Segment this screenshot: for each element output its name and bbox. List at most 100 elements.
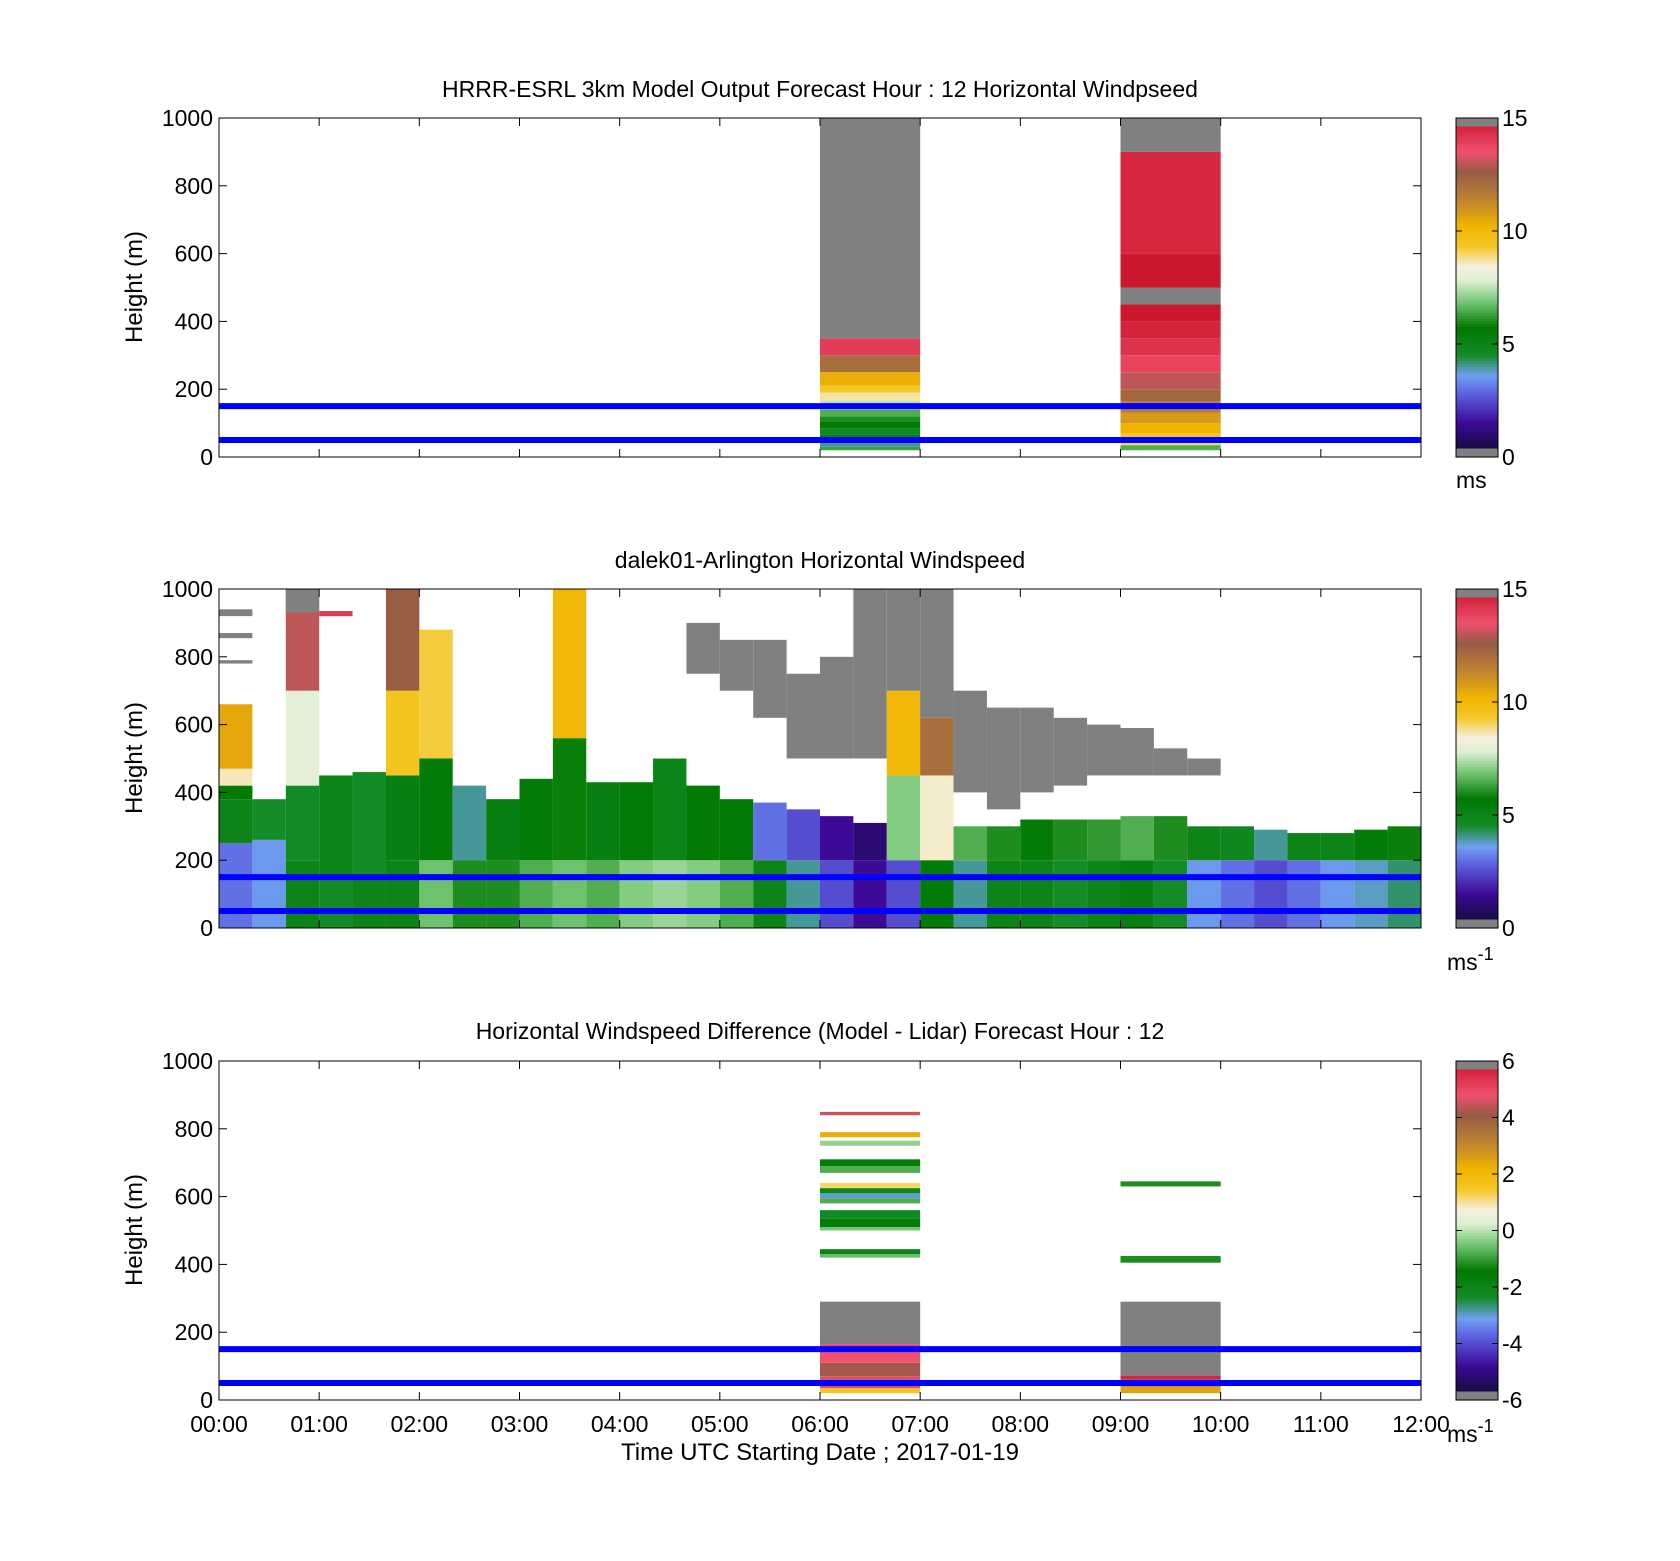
colorbar-swatch (1456, 668, 1498, 672)
heatmap-cell (1020, 819, 1054, 861)
colorbar-swatch (1456, 769, 1498, 774)
colorbar-swatch (1456, 792, 1498, 796)
heatmap-cell (285, 860, 320, 928)
heatmap-cell (1120, 1386, 1221, 1394)
colorbar-swatch (1456, 372, 1498, 376)
heatmap-cell (486, 799, 520, 861)
colorbar-swatch (1456, 639, 1498, 644)
y-tick-label: 600 (175, 241, 213, 267)
heatmap-cell (1220, 826, 1255, 861)
colorbar-swatch (1456, 1326, 1498, 1330)
heatmap-cell (285, 785, 320, 861)
heatmap-cell (1020, 860, 1054, 928)
colorbar-swatch (1456, 837, 1498, 842)
heatmap-cell (219, 799, 253, 844)
colorbar-swatch (1456, 1151, 1498, 1155)
heatmap-cell (653, 758, 687, 861)
heatmap-cell (319, 611, 353, 617)
heatmap-cell (920, 717, 954, 776)
colorbar-tick-label: 0 (1502, 1218, 1515, 1244)
colorbar-swatch (1456, 239, 1498, 243)
colorbar-swatch (1456, 312, 1498, 317)
colorbar-swatch (1456, 247, 1498, 252)
heatmap-cell (1120, 321, 1221, 339)
colorbar-swatch (1456, 1185, 1498, 1189)
heatmap-cell (219, 768, 253, 786)
colorbar-swatch (1456, 397, 1498, 402)
colorbar-swatch (1456, 1298, 1498, 1302)
heatmap-cell (219, 785, 253, 800)
colorbar-swatch (1456, 228, 1498, 232)
x-ticks (218, 118, 1422, 457)
colorbar-swatch (1456, 1380, 1498, 1384)
heatmap-cell (319, 877, 353, 928)
heatmap-cell (820, 372, 921, 386)
colorbar-swatch (1456, 442, 1498, 447)
colorbar-swatch (1456, 589, 1498, 593)
colorbar-swatch (1456, 1385, 1498, 1390)
colorbar-swatch (1456, 591, 1498, 596)
colorbar-swatch (1456, 440, 1498, 444)
heatmap-cell (252, 839, 286, 928)
colorbar-swatch (1456, 817, 1498, 822)
colorbar-swatch (1456, 676, 1498, 680)
colorbar-swatch (1456, 168, 1498, 173)
colorbar-swatch (1456, 185, 1498, 190)
colorbar-swatch (1456, 848, 1498, 853)
heatmap-cell (820, 1132, 921, 1138)
colorbar-swatch (1456, 437, 1498, 441)
heatmap-cell (820, 385, 921, 393)
colorbar: 15 10 5 0 (1455, 105, 1528, 470)
colorbar-swatch (1456, 1061, 1498, 1065)
colorbar-swatch (1456, 673, 1498, 678)
heatmap-cell (1153, 860, 1188, 928)
colorbar-swatch (1456, 1227, 1498, 1232)
heatmap-cell (820, 860, 854, 928)
y-tick-label: 800 (175, 1116, 213, 1142)
no-data-cell (1020, 707, 1054, 793)
colorbar-swatch (1456, 1196, 1498, 1201)
heatmap-cell (619, 782, 654, 861)
colorbar-swatch (1456, 1278, 1498, 1282)
colorbar-swatch (1456, 1094, 1498, 1099)
colorbar-swatch (1456, 431, 1498, 435)
colorbar-swatch (1456, 781, 1498, 785)
colorbar-swatch (1456, 750, 1498, 754)
chart-title: Horizontal Windspeed Difference (Model -… (476, 1018, 1165, 1044)
colorbar-swatch (1456, 1109, 1498, 1113)
heatmap-cell (820, 1249, 921, 1255)
colorbar-swatch (1456, 1368, 1498, 1373)
colorbar-swatch (1456, 727, 1498, 731)
heatmap-cell (886, 860, 921, 928)
heatmap-cell (1120, 253, 1221, 288)
heatmap-cell (686, 860, 720, 928)
colorbar-swatch (1456, 293, 1498, 297)
colorbar-swatch (1456, 605, 1498, 610)
colorbar-swatch (1456, 425, 1498, 430)
colorbar-swatch (1456, 1360, 1498, 1364)
colorbar-swatch (1456, 911, 1498, 915)
x-tick-label: 01:00 (290, 1411, 348, 1437)
colorbar-swatch (1456, 662, 1498, 666)
colorbar-swatch (1456, 1323, 1498, 1328)
colorbar-swatch (1456, 233, 1498, 238)
colorbar-swatch (1456, 600, 1498, 604)
heatmap-cell (552, 738, 587, 861)
panel-lidar: dalek01-Arlington Horizontal Windspeed H… (121, 547, 1528, 975)
colorbar-swatch (1456, 1148, 1498, 1152)
heatmap-cell (1053, 860, 1088, 928)
y-tick-label: 800 (175, 644, 213, 670)
colorbar-swatch (1456, 687, 1498, 692)
heatmap-cell (719, 860, 754, 928)
heatmap-cell (1320, 860, 1355, 928)
colorbar-swatch (1456, 194, 1498, 198)
heatmap-cell (1153, 816, 1188, 861)
heatmap-cell (820, 1210, 921, 1219)
heatmap-cell (653, 860, 687, 928)
colorbar-swatch (1456, 411, 1498, 416)
heatmap-cell (820, 421, 921, 429)
colorbar-swatch (1456, 281, 1498, 286)
colorbar-swatch (1456, 1287, 1498, 1291)
colorbar-swatch (1456, 879, 1498, 884)
colorbar-swatch (1456, 256, 1498, 260)
